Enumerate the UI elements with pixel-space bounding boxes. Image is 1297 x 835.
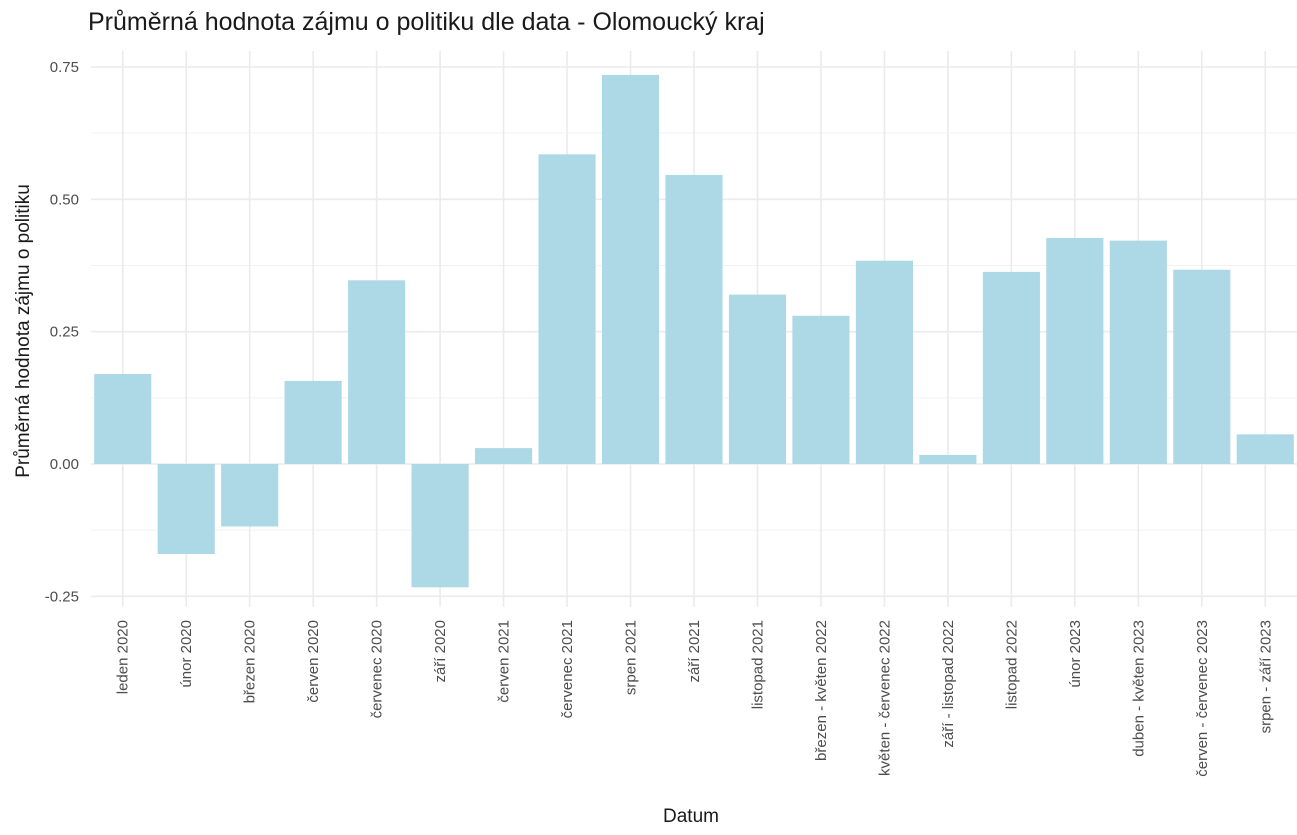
- x-tick-label: červenec 2021: [559, 620, 576, 718]
- x-tick-label: červen 2021: [496, 620, 513, 703]
- x-tick-label: listopad 2021: [749, 620, 766, 709]
- y-tick-label: 0.50: [50, 191, 79, 208]
- bar-15: [982, 271, 1040, 464]
- y-axis-label: Průměrná hodnota zájmu o politiku: [13, 184, 34, 478]
- x-tick-label: červen - červenec 2023: [1194, 620, 1211, 777]
- chart-title: Průměrná hodnota zájmu o politiku dle da…: [88, 8, 765, 36]
- x-tick-label: březen - květen 2022: [813, 620, 830, 761]
- y-tick-labels: -0.25 0.00 0.25 0.50 0.75: [45, 59, 79, 605]
- bar-7: [475, 448, 533, 464]
- bar-5: [348, 280, 406, 464]
- bar-11: [728, 294, 787, 464]
- bar-3: [221, 464, 279, 527]
- x-tick-label: březen 2020: [242, 620, 259, 703]
- x-tick-label: duben - květen 2023: [1130, 620, 1147, 757]
- x-tick-label: červen 2020: [305, 620, 322, 703]
- bar-17: [1109, 240, 1167, 464]
- y-tick-label: -0.25: [45, 588, 79, 605]
- bar-2: [157, 464, 215, 554]
- x-tick-label: únor 2020: [178, 620, 195, 688]
- x-tick-labels: leden 2020 únor 2020 březen 2020 červen 202…: [115, 620, 1275, 777]
- bar-19: [1236, 434, 1294, 464]
- bar-layer: [94, 74, 1294, 588]
- x-tick-label: listopad 2022: [1003, 620, 1020, 709]
- x-tick-label: září 2020: [432, 620, 449, 683]
- x-tick-label: srpen - září 2023: [1257, 620, 1274, 733]
- bar-6: [411, 464, 469, 588]
- x-tick-label: leden 2020: [115, 620, 132, 694]
- x-tick-label: květen - červenec 2022: [876, 620, 893, 776]
- bar-10: [665, 174, 723, 464]
- bar-18: [1173, 269, 1231, 464]
- bar-1: [94, 374, 152, 464]
- bar-13: [855, 260, 913, 464]
- bar-9: [601, 74, 660, 464]
- bar-8: [538, 154, 596, 464]
- y-tick-label: 0.00: [50, 456, 79, 473]
- x-tick-label: únor 2023: [1067, 620, 1084, 688]
- bar-4: [284, 380, 342, 464]
- y-tick-label: 0.25: [50, 324, 79, 341]
- y-tick-label: 0.75: [50, 59, 79, 76]
- bar-16: [1046, 237, 1104, 464]
- bar-12: [792, 315, 850, 464]
- bar-14: [919, 455, 977, 464]
- x-tick-label: červenec 2020: [369, 620, 386, 718]
- x-tick-label: září - listopad 2022: [940, 620, 957, 748]
- x-axis-label: Datum: [663, 806, 719, 827]
- x-tick-label: srpen 2021: [623, 620, 640, 695]
- x-tick-label: září 2021: [686, 620, 703, 683]
